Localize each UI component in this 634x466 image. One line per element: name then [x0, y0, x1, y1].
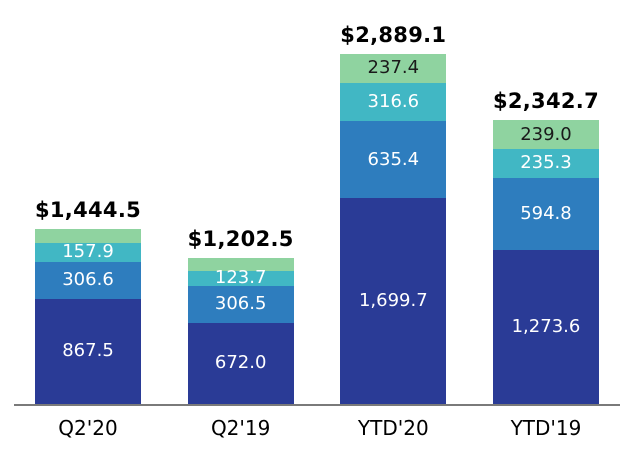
- stacked-bar: 123.7 306.5 672.0: [187, 258, 294, 404]
- bar-segment-3: 157.9: [35, 241, 141, 263]
- stacked-bar: 157.9 306.6 867.5: [35, 229, 141, 404]
- bar-segment-4: 237.4: [340, 53, 447, 83]
- bar-segment-4: 239.0: [492, 120, 599, 150]
- x-axis-label: YTD'19: [510, 416, 582, 440]
- bar-total-label: $2,342.7: [492, 89, 599, 114]
- bar-segment-4: [35, 229, 141, 243]
- bar-segment-3: 316.6: [340, 82, 447, 122]
- bar-segment-2: 635.4: [340, 121, 447, 199]
- bar-column: $1,202.5 123.7 306.5 672.0: [167, 227, 315, 404]
- bar-segment-4: [187, 258, 294, 271]
- segment-value-label: 239.0: [520, 123, 572, 145]
- segment-value-label: 1,273.6: [511, 315, 581, 337]
- segment-value-label: 306.5: [214, 293, 267, 315]
- bars-area: $1,444.5 157.9 306.6 867.5 $1,202.5 123.7 306.…: [14, 0, 620, 404]
- bar-segment-1: 867.5: [35, 298, 141, 404]
- bar-column: $2,889.1 237.4 316.6 635.4 1,699.7: [319, 23, 467, 404]
- bar-column: $2,342.7 239.0 235.3 594.8 1,273.6: [472, 89, 620, 404]
- bar-segment-1: 1,273.6: [492, 249, 599, 404]
- segment-value-label: 594.8: [520, 202, 572, 224]
- x-axis-label: YTD'20: [357, 416, 429, 440]
- stacked-bar: 239.0 235.3 594.8 1,273.6: [492, 120, 599, 404]
- segment-value-label: 235.3: [520, 152, 572, 174]
- bar-segment-2: 306.5: [187, 285, 294, 323]
- segment-value-label: 157.9: [62, 241, 114, 263]
- bar-segment-1: 1,699.7: [340, 198, 447, 404]
- bar-segment-2: 306.6: [35, 261, 141, 299]
- segment-value-label: 316.6: [367, 90, 420, 112]
- bar-segment-2: 594.8: [492, 177, 599, 250]
- bar-segment-1: 672.0: [187, 322, 294, 404]
- segment-value-label: 1,699.7: [358, 290, 428, 312]
- segment-value-label: 123.7: [214, 267, 267, 289]
- segment-value-label: 635.4: [367, 148, 420, 170]
- bar-total-label: $1,444.5: [34, 198, 142, 223]
- x-axis-line: [14, 404, 620, 406]
- bar-column: $1,444.5 157.9 306.6 867.5: [14, 198, 162, 404]
- bar-total-label: $2,889.1: [340, 22, 447, 47]
- segment-value-label: 867.5: [62, 340, 114, 362]
- bar-segment-3: 235.3: [492, 149, 599, 178]
- x-axis-label: Q2'20: [58, 416, 118, 440]
- stacked-bar: 237.4 316.6 635.4 1,699.7: [340, 53, 447, 404]
- x-axis-labels: Q2'20 Q2'19 YTD'20 YTD'19: [14, 416, 620, 440]
- x-axis-label: Q2'19: [210, 416, 271, 440]
- segment-value-label: 237.4: [367, 57, 420, 79]
- segment-value-label: 672.0: [214, 352, 267, 374]
- segment-value-label: 306.6: [62, 269, 114, 291]
- bar-segment-3: 123.7: [187, 267, 294, 289]
- bar-total-label: $1,202.5: [187, 227, 294, 252]
